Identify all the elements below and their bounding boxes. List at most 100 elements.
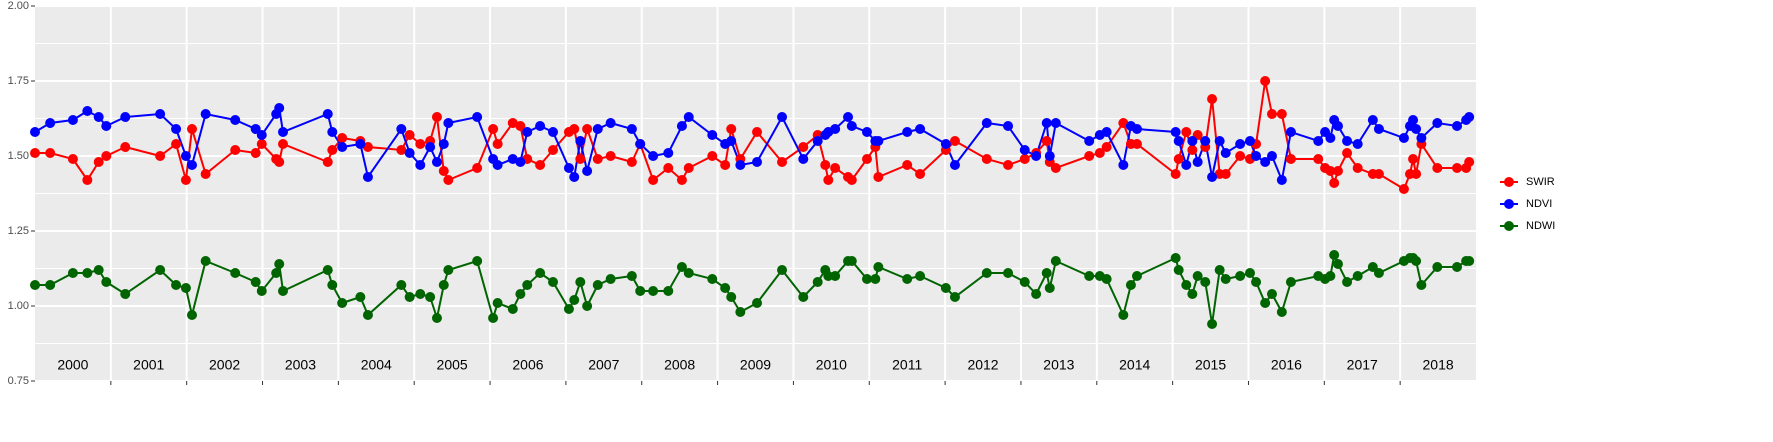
point — [902, 127, 913, 137]
point — [582, 166, 593, 176]
point — [415, 289, 426, 299]
point — [101, 277, 112, 287]
point — [472, 163, 483, 173]
point — [676, 175, 687, 185]
point — [1342, 277, 1353, 287]
point — [1131, 271, 1142, 281]
point — [45, 148, 56, 158]
year-label: 2001 — [133, 357, 164, 373]
point — [472, 112, 483, 122]
point — [1031, 151, 1042, 161]
point — [1019, 154, 1030, 164]
point — [812, 277, 823, 287]
point — [1235, 139, 1246, 149]
point — [569, 172, 580, 182]
point — [726, 136, 737, 146]
point — [1432, 262, 1443, 272]
point — [861, 127, 872, 137]
point — [1325, 166, 1336, 176]
point — [45, 280, 56, 290]
point — [1170, 253, 1181, 263]
point — [1118, 310, 1129, 320]
point — [1181, 160, 1192, 170]
point — [415, 160, 426, 170]
point — [1325, 133, 1336, 143]
year-label: 2010 — [816, 357, 847, 373]
point — [186, 124, 197, 134]
point — [752, 127, 763, 137]
point — [812, 136, 823, 146]
point — [67, 115, 78, 125]
year-label: 2003 — [285, 357, 316, 373]
point — [873, 262, 884, 272]
point — [902, 160, 913, 170]
point — [396, 145, 407, 155]
year-label: 2016 — [1271, 357, 1302, 373]
legend-label: SWIR — [1526, 176, 1555, 188]
year-label: 2005 — [437, 357, 468, 373]
point — [752, 157, 763, 167]
point — [777, 112, 788, 122]
point — [30, 280, 40, 290]
point — [605, 118, 616, 128]
point — [1329, 250, 1340, 260]
point — [337, 142, 348, 152]
point — [1050, 163, 1061, 173]
point — [1050, 118, 1061, 128]
point — [362, 172, 373, 182]
point — [271, 268, 282, 278]
point — [592, 154, 603, 164]
point — [1200, 136, 1211, 146]
point — [830, 271, 841, 281]
point — [200, 256, 211, 266]
point — [396, 280, 407, 290]
point — [101, 121, 112, 131]
point — [1260, 298, 1271, 308]
point — [648, 175, 659, 185]
point — [1251, 277, 1262, 287]
point — [1416, 280, 1427, 290]
point — [1332, 259, 1343, 269]
point — [1235, 151, 1246, 161]
point — [1041, 118, 1052, 128]
point — [101, 151, 112, 161]
point — [902, 274, 913, 284]
point — [1187, 136, 1198, 146]
point — [180, 283, 191, 293]
point — [1170, 127, 1181, 137]
point — [1332, 166, 1343, 176]
point — [431, 313, 442, 323]
point — [846, 175, 857, 185]
point — [322, 157, 333, 167]
y-tick-label: 2.00 — [8, 0, 29, 12]
point — [707, 274, 718, 284]
point — [752, 298, 763, 308]
point — [45, 118, 56, 128]
point — [515, 289, 526, 299]
point — [1285, 277, 1296, 287]
point — [404, 292, 415, 302]
point — [1266, 151, 1277, 161]
point — [415, 139, 426, 149]
point — [507, 118, 518, 128]
point — [507, 304, 518, 314]
point — [1118, 118, 1129, 128]
point — [1313, 136, 1324, 146]
point — [949, 136, 960, 146]
point — [327, 127, 338, 137]
point — [676, 121, 687, 131]
point — [683, 112, 694, 122]
point — [777, 265, 788, 275]
point — [278, 127, 289, 137]
point — [635, 286, 646, 296]
point — [940, 139, 951, 149]
year-label: 2011 — [892, 357, 922, 373]
point — [1342, 136, 1353, 146]
point — [492, 298, 503, 308]
point — [337, 298, 348, 308]
point — [707, 130, 718, 140]
point — [1244, 268, 1255, 278]
point — [1266, 109, 1277, 119]
point — [1285, 154, 1296, 164]
point — [1329, 178, 1340, 188]
